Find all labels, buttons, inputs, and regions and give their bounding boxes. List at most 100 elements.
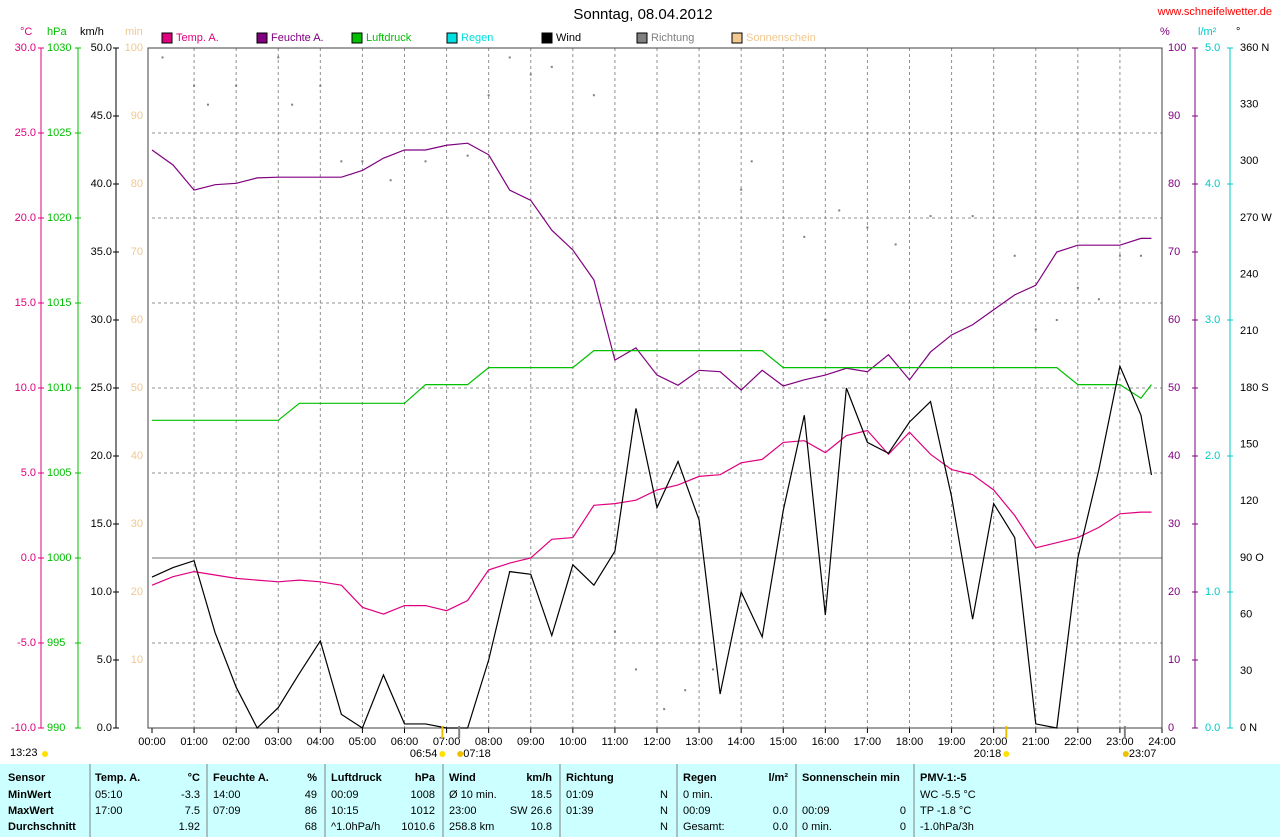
table-cell: 1.92 [179, 821, 200, 833]
x-tick-label: 06:00 [391, 736, 419, 748]
table-header: Richtung [566, 772, 614, 784]
y-tick-label: 30 [1168, 518, 1180, 530]
table-cell: 0 [900, 821, 906, 833]
y-tick-label: 30.0 [91, 314, 112, 326]
direction-dot [971, 215, 974, 218]
table-cell: 00:09 [331, 789, 359, 801]
y-tick-label: 10 [1168, 654, 1180, 666]
table-header: °C [188, 772, 200, 784]
y-tick-label: 25.0 [15, 127, 36, 139]
direction-dot [291, 103, 294, 106]
direction-dot [277, 56, 280, 59]
table-header: Sensor [8, 772, 46, 784]
table-cell: 1012 [411, 805, 435, 817]
y-tick-label: 300 [1240, 155, 1258, 167]
legend-label: Sonnenschein [746, 32, 816, 44]
table-cell: MaxWert [8, 805, 54, 817]
table-header: Luftdruck [331, 772, 383, 784]
chart-title: Sonntag, 08.04.2012 [573, 6, 712, 23]
axis-unit: hPa [47, 26, 67, 38]
table-header: Temp. A. [95, 772, 140, 784]
y-tick-label: 3.0 [1205, 314, 1220, 326]
legend-label: Luftdruck [366, 32, 412, 44]
plot-frame [147, 47, 1163, 729]
table-header: Regen [683, 772, 717, 784]
table-cell: 01:39 [566, 805, 594, 817]
table-header: km/h [526, 772, 552, 784]
x-tick-label: 20:00 [980, 736, 1008, 748]
y-tick-label: 15.0 [91, 518, 112, 530]
x-tick-label: 19:00 [938, 736, 966, 748]
table-header: hPa [415, 772, 436, 784]
event-label: 07:18 [463, 748, 491, 760]
y-tick-label: 25.0 [91, 382, 112, 394]
y-tick-label: 0.0 [1205, 722, 1220, 734]
sun-icon [439, 751, 446, 757]
direction-dot [1013, 254, 1016, 257]
direction-dot [634, 668, 637, 671]
y-tick-label: -10.0 [11, 722, 36, 734]
direction-dot [750, 160, 753, 163]
table-header: Wind [449, 772, 476, 784]
x-tick-label: 13:00 [685, 736, 713, 748]
y-tick-label: 0 [1168, 722, 1174, 734]
direction-dot [340, 160, 343, 163]
direction-dot [508, 56, 511, 59]
table-cell: N [660, 789, 668, 801]
x-tick-label: 08:00 [475, 736, 503, 748]
table-cell: 0 [900, 805, 906, 817]
legend-label: Feuchte A. [271, 32, 324, 44]
direction-dot [592, 94, 595, 97]
direction-dot [487, 94, 490, 97]
table-cell: 17:00 [95, 805, 123, 817]
event-label: 20:18 [974, 748, 1002, 760]
series-line [152, 350, 1152, 421]
y-tick-label: 100 [1168, 42, 1186, 54]
x-tick-label: 21:00 [1022, 736, 1050, 748]
axis-unit: ° [1236, 26, 1240, 38]
x-tick-label: 23:00 [1106, 736, 1134, 748]
y-tick-label: 45.0 [91, 110, 112, 122]
direction-dot [866, 226, 869, 229]
table-cell: Gesamt: [683, 821, 725, 833]
direction-dot [466, 154, 469, 157]
y-tick-label: 50 [1168, 382, 1180, 394]
direction-dot [1097, 298, 1100, 301]
axis-unit: l/m² [1198, 26, 1217, 38]
stats-table-background [0, 764, 1280, 837]
table-cell: 1008 [411, 789, 435, 801]
y-tick-label: 70 [1168, 246, 1180, 258]
table-cell: 07:09 [213, 805, 241, 817]
legend-swatch [161, 32, 173, 44]
y-tick-label: -5.0 [17, 637, 36, 649]
x-tick-label: 14:00 [727, 736, 755, 748]
y-tick-label: 120 [1240, 495, 1258, 507]
table-cell: 01:09 [566, 789, 594, 801]
x-tick-label: 11:00 [602, 736, 629, 748]
y-tick-label: 1025 [47, 127, 71, 139]
y-tick-label: 35.0 [91, 246, 112, 258]
direction-dot [193, 84, 196, 87]
sun-icon [42, 751, 48, 757]
x-tick-label: 01:00 [180, 736, 208, 748]
y-tick-label: 60 [1168, 314, 1180, 326]
table-cell: 10:15 [331, 805, 359, 817]
y-tick-label: 50.0 [91, 42, 112, 54]
y-tick-label: 20.0 [91, 450, 112, 462]
x-tick-label: 02:00 [222, 736, 250, 748]
legend-swatch [731, 32, 743, 44]
table-header: Feuchte A. [213, 772, 269, 784]
y-tick-label: 100 [125, 42, 143, 54]
y-tick-label: 150 [1240, 439, 1258, 451]
source-link: www.schneifelwetter.de [1157, 6, 1272, 18]
table-cell: 00:09 [802, 805, 830, 817]
y-tick-label: 0.0 [21, 552, 36, 564]
y-tick-label: 60 [1240, 609, 1252, 621]
direction-dot [929, 215, 932, 218]
table-cell: SW 26.6 [510, 805, 552, 817]
table-cell: WC -5.5 °C [920, 789, 976, 801]
table-cell: ^1.0hPa/h [331, 821, 380, 833]
y-tick-label: 1010 [47, 382, 71, 394]
y-tick-label: 210 [1240, 325, 1258, 337]
table-cell: -3.3 [181, 789, 200, 801]
